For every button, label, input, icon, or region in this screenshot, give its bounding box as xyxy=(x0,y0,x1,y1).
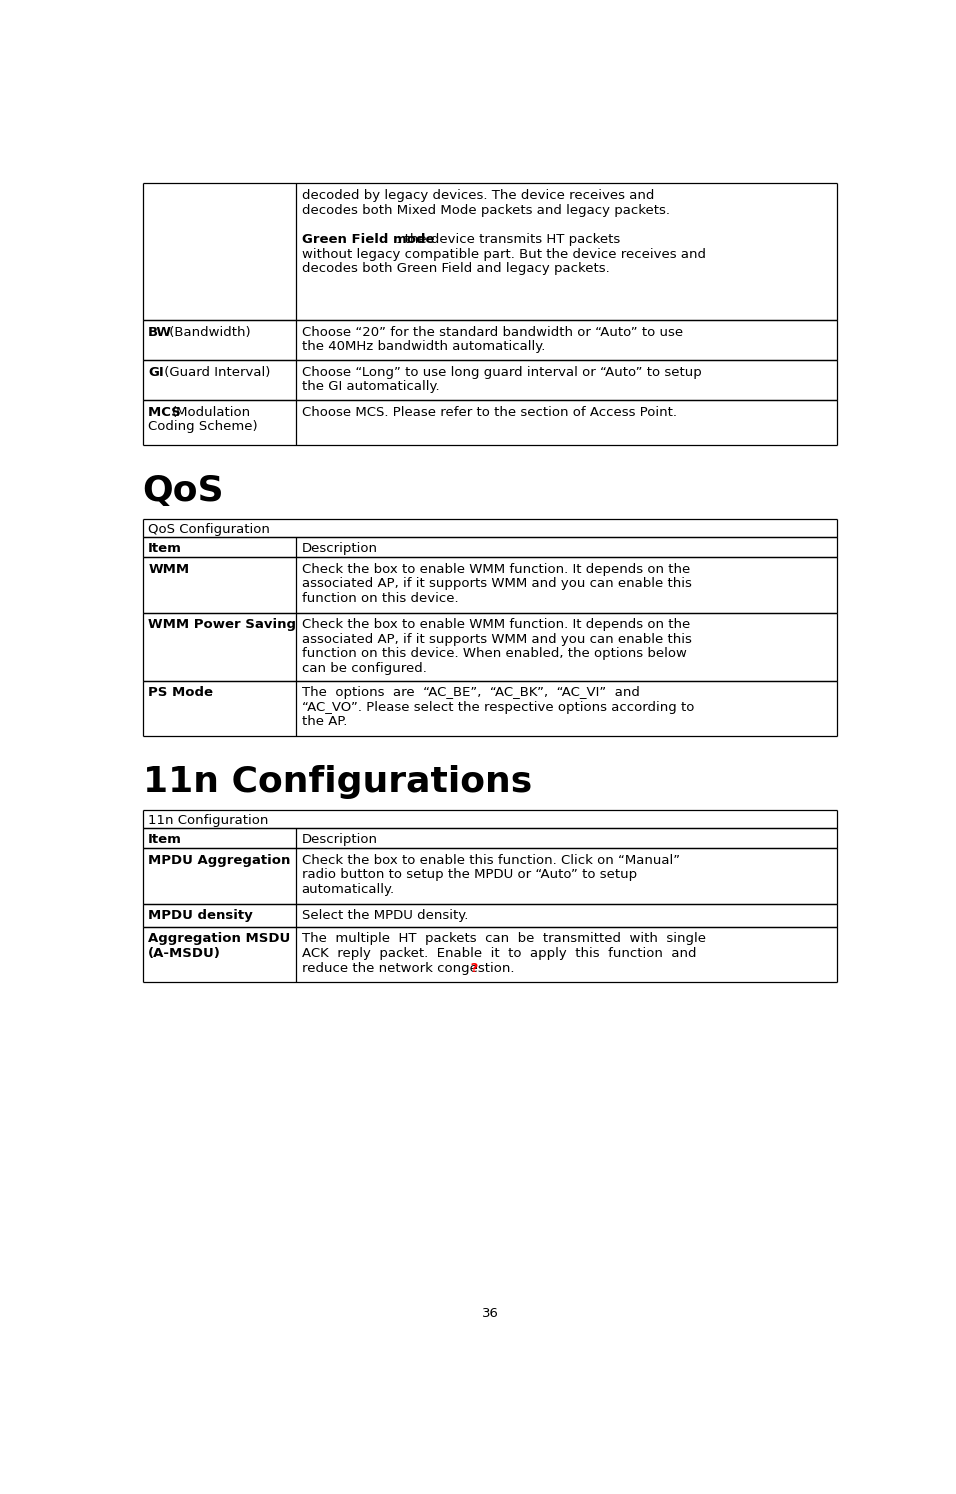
Text: Choose “Long” to use long guard interval or “Auto” to setup: Choose “Long” to use long guard interval… xyxy=(302,366,702,378)
Text: reduce the network congestion.: reduce the network congestion. xyxy=(302,962,514,974)
Text: Green Field mode: Green Field mode xyxy=(302,233,434,247)
Text: associated AP, if it supports WMM and you can enable this: associated AP, if it supports WMM and yo… xyxy=(302,577,691,590)
Text: ACK  reply  packet.  Enable  it  to  apply  this  function  and: ACK reply packet. Enable it to apply thi… xyxy=(302,947,696,961)
Text: MCS: MCS xyxy=(148,406,185,418)
Text: GI: GI xyxy=(148,366,163,378)
Text: automatically.: automatically. xyxy=(302,883,395,896)
Text: WMM Power Saving: WMM Power Saving xyxy=(148,619,296,630)
Text: function on this device.: function on this device. xyxy=(302,592,458,605)
Text: Check the box to enable WMM function. It depends on the: Check the box to enable WMM function. It… xyxy=(302,619,690,630)
Text: MPDU density: MPDU density xyxy=(148,910,253,922)
Text: Coding Scheme): Coding Scheme) xyxy=(148,420,258,433)
Text: the 40MHz bandwidth automatically.: the 40MHz bandwidth automatically. xyxy=(302,341,545,353)
Text: BW: BW xyxy=(148,326,172,339)
Text: The  options  are  “AC_BE”,  “AC_BK”,  “AC_VI”  and: The options are “AC_BE”, “AC_BK”, “AC_VI… xyxy=(302,686,640,699)
Text: function on this device. When enabled, the options below: function on this device. When enabled, t… xyxy=(302,647,686,660)
Text: 36: 36 xyxy=(482,1307,498,1321)
Text: QoS Configuration: QoS Configuration xyxy=(148,523,270,536)
Text: radio button to setup the MPDU or “Auto” to setup: radio button to setup the MPDU or “Auto”… xyxy=(302,868,637,881)
Text: (A-MSDU): (A-MSDU) xyxy=(148,947,221,961)
Text: Description: Description xyxy=(302,542,378,554)
Text: decodes both Green Field and legacy packets.: decodes both Green Field and legacy pack… xyxy=(302,263,609,275)
Text: Choose MCS. Please refer to the section of Access Point.: Choose MCS. Please refer to the section … xyxy=(302,406,677,418)
Text: Check the box to enable WMM function. It depends on the: Check the box to enable WMM function. It… xyxy=(302,563,690,575)
Text: (Modulation: (Modulation xyxy=(171,406,250,418)
Text: decodes both Mixed Mode packets and legacy packets.: decodes both Mixed Mode packets and lega… xyxy=(302,203,669,217)
Text: Check the box to enable this function. Click on “Manual”: Check the box to enable this function. C… xyxy=(302,853,680,867)
Text: : the device transmits HT packets: : the device transmits HT packets xyxy=(396,233,620,247)
Text: WMM: WMM xyxy=(148,563,189,575)
Text: can be configured.: can be configured. xyxy=(302,662,426,675)
Text: without legacy compatible part. But the device receives and: without legacy compatible part. But the … xyxy=(302,248,706,261)
Text: “AC_VO”. Please select the respective options according to: “AC_VO”. Please select the respective op… xyxy=(302,701,694,714)
Text: QoS: QoS xyxy=(142,474,225,508)
Text: Item: Item xyxy=(148,542,182,554)
Text: ?: ? xyxy=(466,962,478,974)
Text: Aggregation MSDU: Aggregation MSDU xyxy=(148,932,291,946)
Text: Item: Item xyxy=(148,834,182,846)
Text: the GI automatically.: the GI automatically. xyxy=(302,381,439,393)
Text: Select the MPDU density.: Select the MPDU density. xyxy=(302,910,468,922)
Text: PS Mode: PS Mode xyxy=(148,686,213,699)
Text: decoded by legacy devices. The device receives and: decoded by legacy devices. The device re… xyxy=(302,190,654,202)
Text: 11n Configurations: 11n Configurations xyxy=(142,765,532,799)
Text: Description: Description xyxy=(302,834,378,846)
Text: The  multiple  HT  packets  can  be  transmitted  with  single: The multiple HT packets can be transmitt… xyxy=(302,932,706,946)
Text: 11n Configuration: 11n Configuration xyxy=(148,814,269,826)
Text: associated AP, if it supports WMM and you can enable this: associated AP, if it supports WMM and yo… xyxy=(302,633,691,645)
Text: (Bandwidth): (Bandwidth) xyxy=(165,326,250,339)
Text: (Guard Interval): (Guard Interval) xyxy=(160,366,271,378)
Text: MPDU Aggregation: MPDU Aggregation xyxy=(148,853,291,867)
Text: Choose “20” for the standard bandwidth or “Auto” to use: Choose “20” for the standard bandwidth o… xyxy=(302,326,683,339)
Text: the AP.: the AP. xyxy=(302,716,347,728)
